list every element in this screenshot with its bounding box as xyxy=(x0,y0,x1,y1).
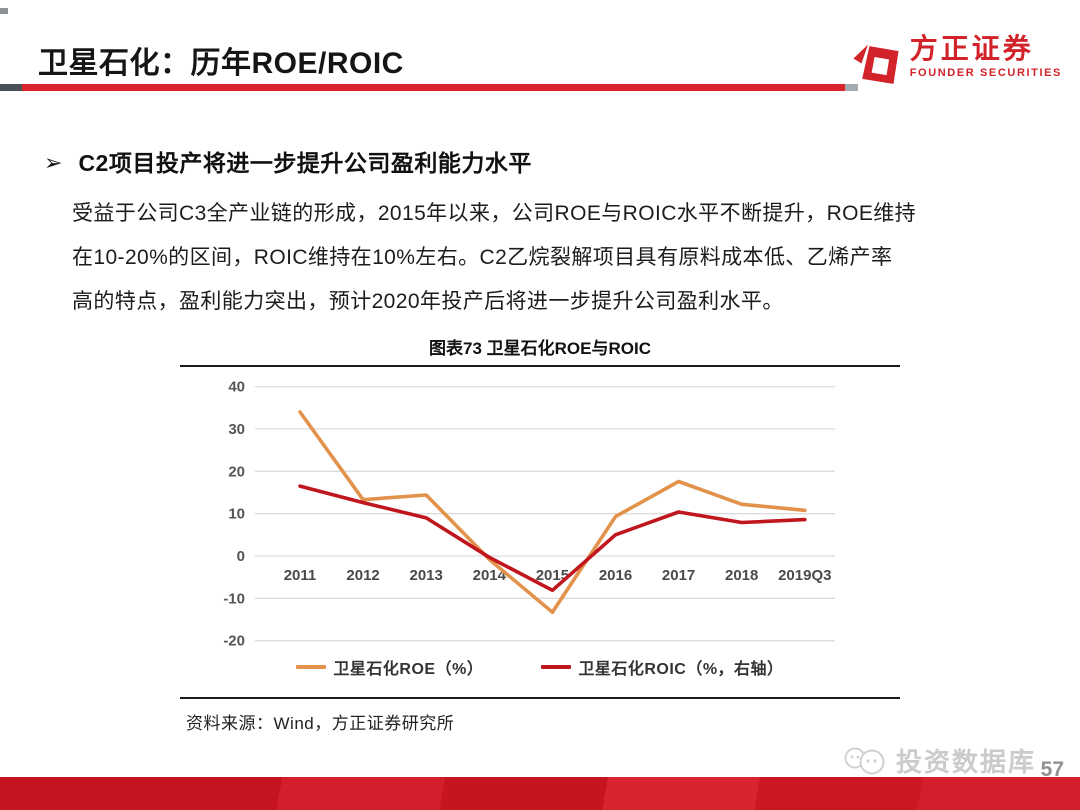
figure-block: 图表73 卫星石化ROE与ROIC 40 30 20 10 0 -10 -20 2011 201… xyxy=(180,337,900,734)
body-paragraph: 受益于公司C3全产业链的形成，2015年以来，公司ROE与ROIC水平不断提升，… xyxy=(72,192,1022,324)
legend-label-roe: 卫星石化ROE（%） xyxy=(333,661,484,678)
underline-right-cap xyxy=(845,84,858,91)
legend-item-roe: 卫星石化ROE（%） xyxy=(296,655,483,679)
watermark-label: 投资数据库 xyxy=(895,747,1036,777)
svg-text:2016: 2016 xyxy=(599,567,632,584)
svg-text:20: 20 xyxy=(228,463,245,480)
founder-cube-icon xyxy=(853,44,899,84)
svg-text:-20: -20 xyxy=(223,633,245,650)
logo-text: 方正证券 FOUNDER SECURITIES xyxy=(909,33,1062,80)
page-title: 卫星石化：历年ROE/ROIC xyxy=(38,47,404,80)
figure-title: 图表73 卫星石化ROE与ROIC xyxy=(429,339,651,358)
watermark: 投资数据库 xyxy=(842,742,1036,779)
top-left-mark xyxy=(0,8,8,14)
title-underline xyxy=(0,84,858,91)
section-heading-row: ➢ C2项目投产将进一步提升公司盈利能力水平 xyxy=(44,144,532,178)
svg-text:2018: 2018 xyxy=(725,567,758,584)
svg-text:2014: 2014 xyxy=(473,567,507,584)
svg-text:-10: -10 xyxy=(223,590,245,607)
founder-securities-logo: 方正证券 FOUNDER SECURITIES xyxy=(852,34,1062,92)
svg-text:2013: 2013 xyxy=(410,567,443,584)
footer-red-bar xyxy=(0,777,1080,810)
svg-text:10: 10 xyxy=(228,506,245,523)
line-chart-canvas: 40 30 20 10 0 -10 -20 2011 2012 2013 2014 2015 2016 2… xyxy=(223,379,835,650)
section-heading: C2项目投产将进一步提升公司盈利能力水平 xyxy=(78,150,532,176)
page-number: 57 xyxy=(1040,758,1064,781)
svg-text:0: 0 xyxy=(237,548,245,565)
svg-text:2015: 2015 xyxy=(536,567,569,584)
legend-label-roic: 卫星石化ROIC（%，右轴） xyxy=(578,661,784,678)
underline-left-cap xyxy=(0,84,22,91)
logo-name-en: FOUNDER SECURITIES xyxy=(909,67,1062,79)
paragraph-line: 高的特点，盈利能力突出，预计2020年投产后将进一步提升公司盈利水平。 xyxy=(72,290,784,313)
svg-text:40: 40 xyxy=(228,379,245,396)
line-chart: 40 30 20 10 0 -10 -20 2011 2012 2013 2014 2015 2016 2… xyxy=(180,365,900,699)
svg-text:2011: 2011 xyxy=(284,567,317,584)
roic-line-swatch xyxy=(541,665,572,669)
paragraph-line: 在10-20%的区间，ROIC维持在10%左右。C2乙烷裂解项目具有原料成本低、… xyxy=(72,246,893,269)
svg-text:30: 30 xyxy=(228,421,245,438)
logo-name-cn: 方正证券 xyxy=(909,33,1034,64)
legend-item-roic: 卫星石化ROIC（%，右轴） xyxy=(541,655,783,679)
svg-text:2017: 2017 xyxy=(662,567,695,584)
svg-text:2012: 2012 xyxy=(346,567,379,584)
underline-red-bar xyxy=(22,84,845,91)
svg-text:2019Q3: 2019Q3 xyxy=(778,567,831,584)
roe-line-swatch xyxy=(296,665,327,669)
chart-legend: 卫星石化ROE（%） 卫星石化ROIC（%，右轴） xyxy=(180,655,900,679)
data-source-note: 资料来源：Wind，方正证券研究所 xyxy=(186,714,455,733)
paragraph-line: 受益于公司C3全产业链的形成，2015年以来，公司ROE与ROIC水平不断提升，… xyxy=(72,202,917,225)
chat-bubbles-watermark-icon xyxy=(844,747,885,774)
bullet-arrow-icon: ➢ xyxy=(44,150,63,175)
